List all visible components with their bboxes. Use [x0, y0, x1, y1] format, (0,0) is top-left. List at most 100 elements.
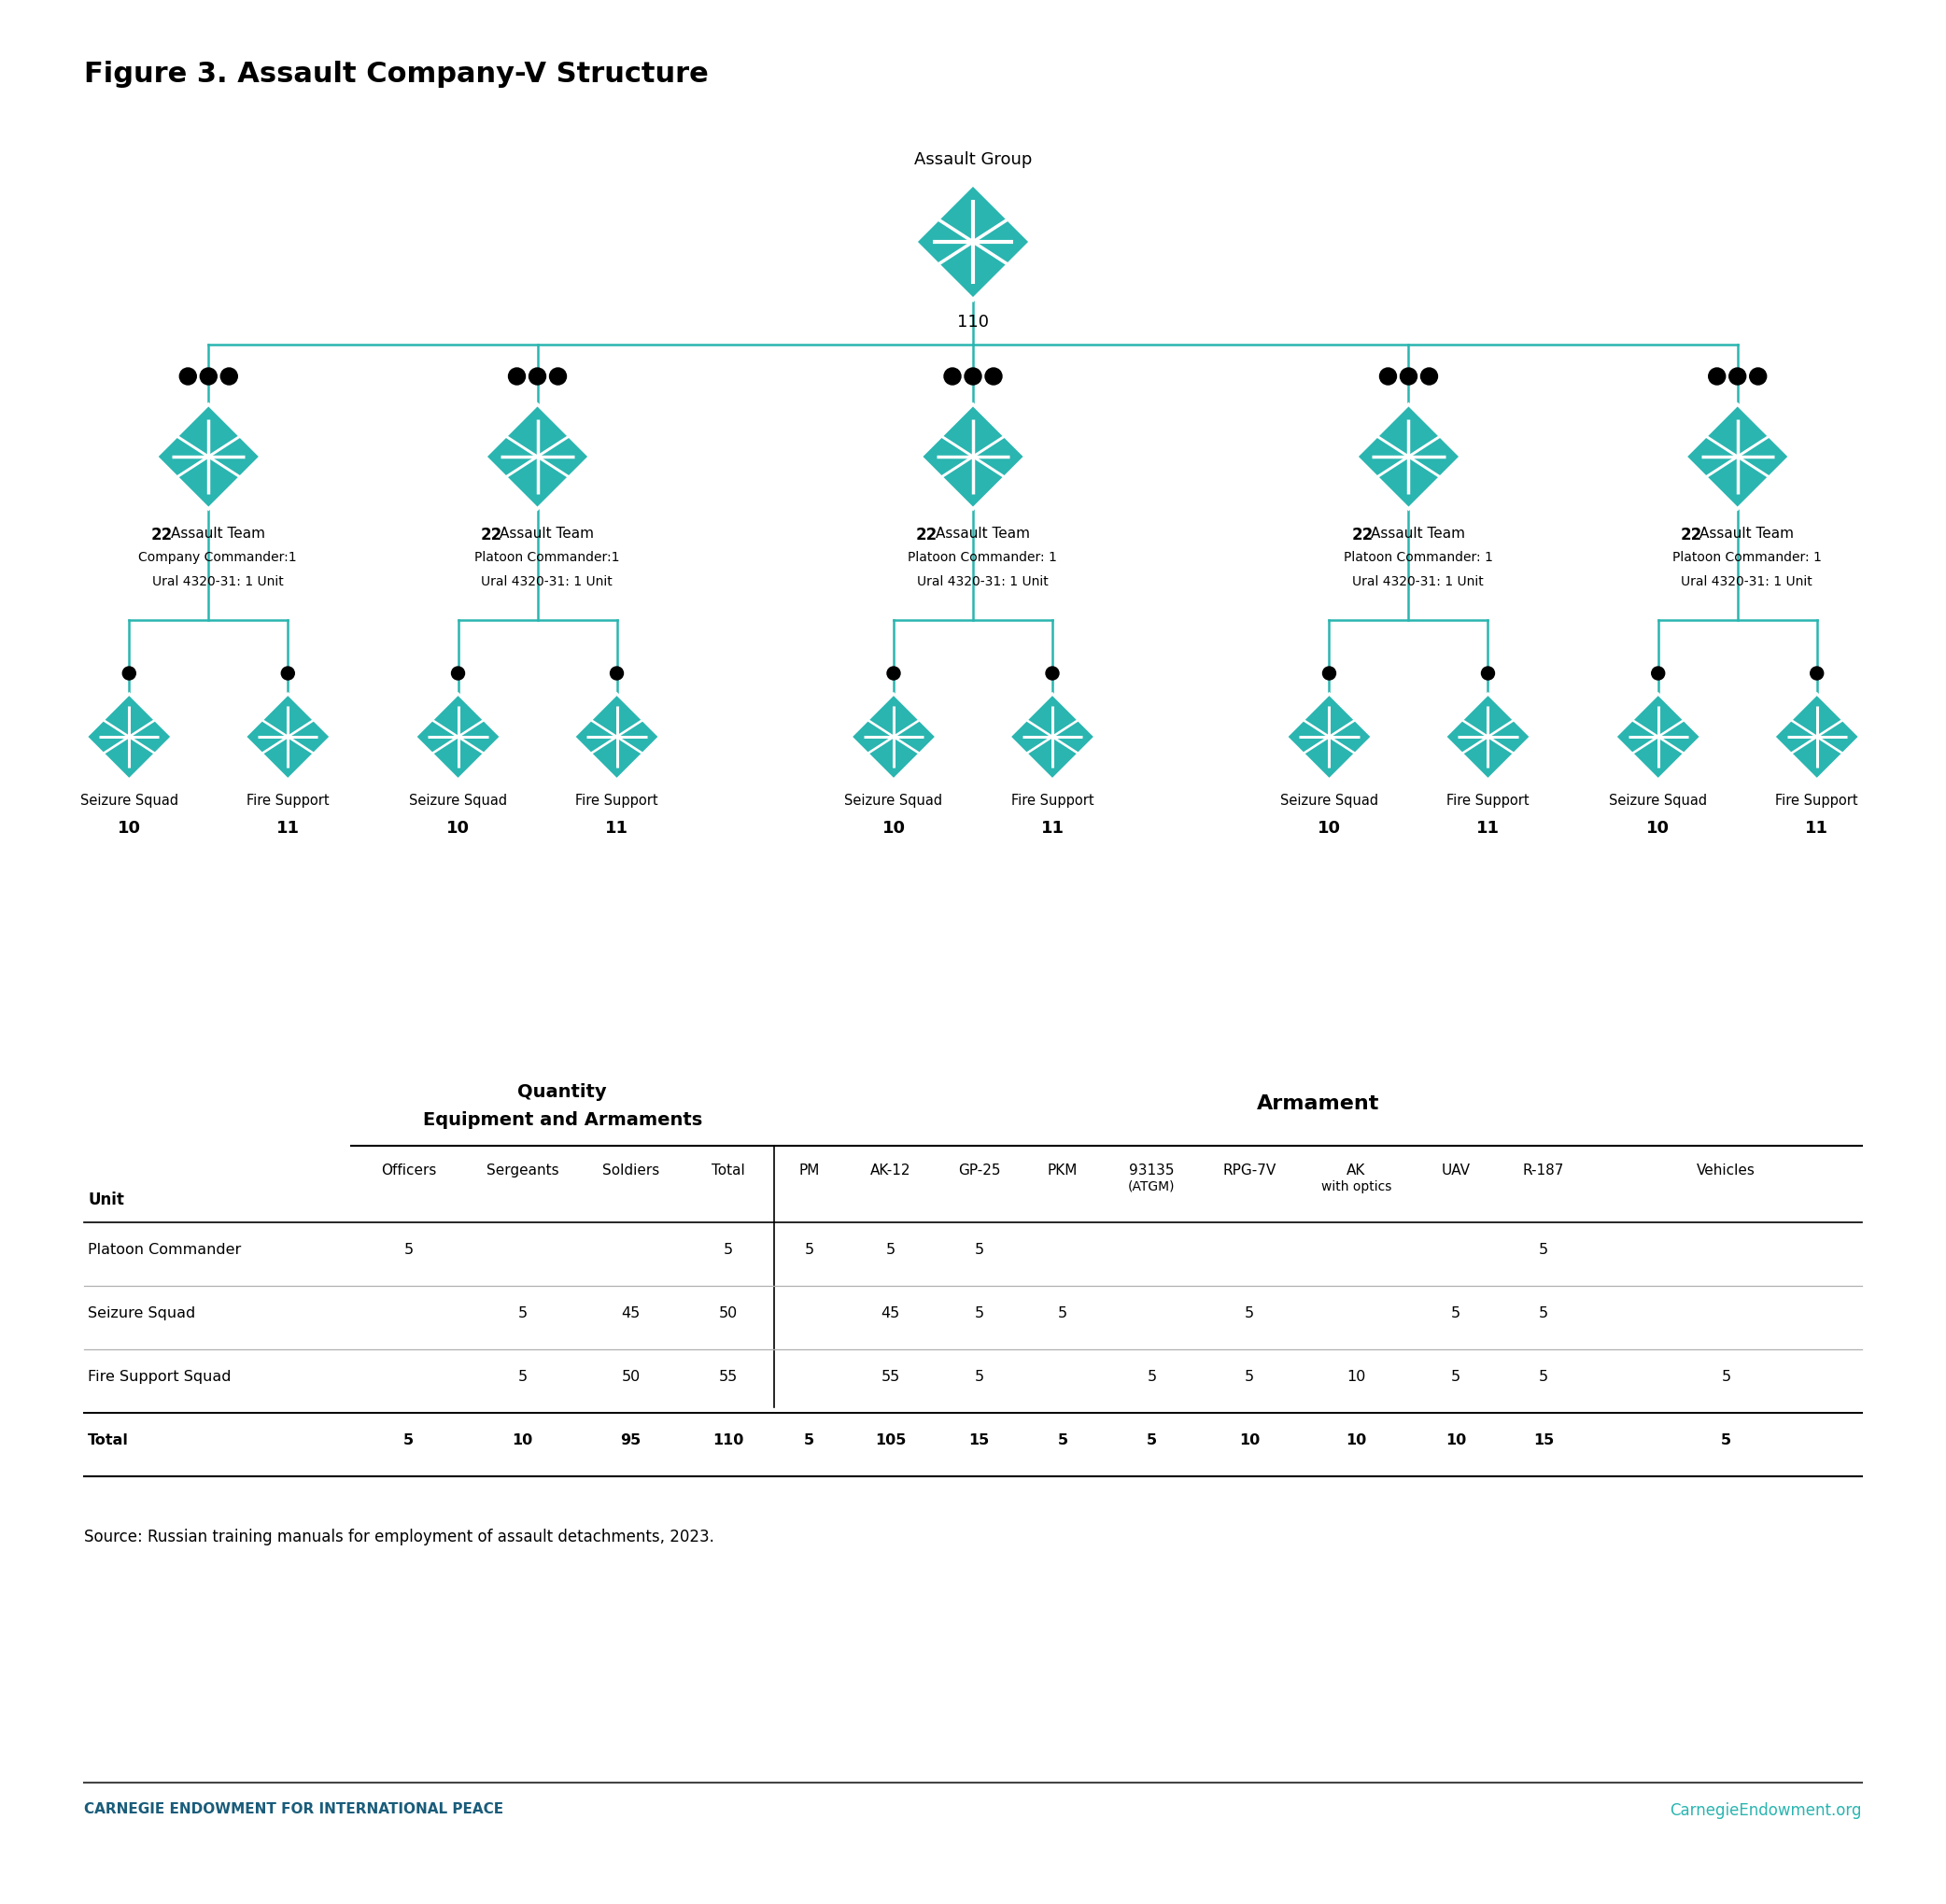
Text: Officers: Officers	[381, 1163, 436, 1177]
Text: 5: 5	[975, 1369, 985, 1382]
Polygon shape	[156, 406, 261, 510]
Text: 5: 5	[1539, 1241, 1549, 1257]
Text: with optics: with optics	[1321, 1180, 1391, 1192]
Text: 15: 15	[969, 1432, 991, 1447]
Text: Company Commander:1: Company Commander:1	[138, 550, 298, 564]
Circle shape	[282, 666, 294, 680]
Text: Assault Team: Assault Team	[500, 526, 594, 541]
Text: 11: 11	[1806, 819, 1829, 836]
Text: Assault Team: Assault Team	[936, 526, 1029, 541]
Text: 5: 5	[1720, 1369, 1730, 1382]
Text: 10: 10	[1240, 1432, 1259, 1447]
Text: PM: PM	[800, 1163, 819, 1177]
Text: 5: 5	[1452, 1369, 1460, 1382]
Circle shape	[529, 369, 545, 385]
Text: 10: 10	[882, 819, 905, 836]
Text: 5: 5	[403, 1432, 414, 1447]
Text: Sergeants: Sergeants	[486, 1163, 559, 1177]
Circle shape	[1749, 369, 1767, 385]
Text: 5: 5	[975, 1241, 985, 1257]
Text: 93135: 93135	[1129, 1163, 1173, 1177]
Text: 5: 5	[1539, 1306, 1549, 1319]
Text: 10: 10	[1317, 819, 1341, 836]
Text: Figure 3. Assault Company-V Structure: Figure 3. Assault Company-V Structure	[84, 61, 708, 88]
Text: Armament: Armament	[1257, 1095, 1380, 1112]
Polygon shape	[86, 695, 171, 781]
Text: 5: 5	[1720, 1432, 1732, 1447]
Text: (ATGM): (ATGM)	[1129, 1180, 1175, 1192]
Circle shape	[179, 369, 197, 385]
Text: 5: 5	[724, 1241, 734, 1257]
Circle shape	[887, 666, 901, 680]
Text: Soldiers: Soldiers	[601, 1163, 660, 1177]
Polygon shape	[920, 406, 1026, 510]
Text: 45: 45	[882, 1306, 899, 1319]
Circle shape	[985, 369, 1002, 385]
Text: RPG-7V: RPG-7V	[1222, 1163, 1277, 1177]
Text: 10: 10	[117, 819, 140, 836]
Text: 5: 5	[1146, 1432, 1156, 1447]
Text: 15: 15	[1533, 1432, 1555, 1447]
Text: 5: 5	[403, 1241, 413, 1257]
Circle shape	[200, 369, 216, 385]
Text: 22: 22	[1679, 526, 1703, 543]
Text: 22: 22	[152, 526, 173, 543]
Text: 22: 22	[917, 526, 938, 543]
Text: 95: 95	[621, 1432, 640, 1447]
Text: 5: 5	[804, 1432, 815, 1447]
Text: 55: 55	[720, 1369, 738, 1382]
Text: Assault Group: Assault Group	[915, 150, 1031, 168]
Circle shape	[611, 666, 623, 680]
Text: Assault Team: Assault Team	[171, 526, 265, 541]
Circle shape	[1380, 369, 1397, 385]
Text: Fire Support: Fire Support	[1012, 794, 1094, 807]
Text: Fire Support Squad: Fire Support Squad	[88, 1369, 232, 1382]
Text: 11: 11	[1041, 819, 1064, 836]
Polygon shape	[414, 695, 500, 781]
Polygon shape	[915, 185, 1031, 301]
Text: Total: Total	[712, 1163, 745, 1177]
Circle shape	[1045, 666, 1059, 680]
Text: UAV: UAV	[1442, 1163, 1469, 1177]
Text: 5: 5	[1539, 1369, 1549, 1382]
Circle shape	[1652, 666, 1664, 680]
Circle shape	[1730, 369, 1746, 385]
Text: 5: 5	[1452, 1306, 1460, 1319]
Text: Fire Support: Fire Support	[247, 794, 329, 807]
Text: 10: 10	[1347, 1432, 1366, 1447]
Polygon shape	[1286, 695, 1372, 781]
Text: Platoon Commander: 1: Platoon Commander: 1	[1672, 550, 1821, 564]
Text: AK-12: AK-12	[870, 1163, 911, 1177]
Text: 11: 11	[276, 819, 300, 836]
Text: Seizure Squad: Seizure Squad	[80, 794, 179, 807]
Text: 10: 10	[1446, 1432, 1465, 1447]
Text: Source: Russian training manuals for employment of assault detachments, 2023.: Source: Russian training manuals for emp…	[84, 1527, 714, 1544]
Text: Seizure Squad: Seizure Squad	[1280, 794, 1378, 807]
Text: Assault Team: Assault Team	[1370, 526, 1465, 541]
Text: 105: 105	[876, 1432, 907, 1447]
Circle shape	[220, 369, 237, 385]
Text: 5: 5	[1057, 1432, 1068, 1447]
Circle shape	[1421, 369, 1438, 385]
Text: 10: 10	[1646, 819, 1670, 836]
Text: Quantity: Quantity	[518, 1083, 607, 1101]
Text: Ural 4320-31: 1 Unit: Ural 4320-31: 1 Unit	[1352, 575, 1483, 588]
Text: Seizure Squad: Seizure Squad	[845, 794, 942, 807]
Text: Platoon Commander: 1: Platoon Commander: 1	[1343, 550, 1493, 564]
Polygon shape	[1356, 406, 1461, 510]
Circle shape	[1810, 666, 1823, 680]
Text: Platoon Commander: 1: Platoon Commander: 1	[907, 550, 1057, 564]
Polygon shape	[574, 695, 660, 781]
Text: PKM: PKM	[1047, 1163, 1078, 1177]
Text: 5: 5	[1146, 1369, 1156, 1382]
Text: 5: 5	[1059, 1306, 1068, 1319]
Text: 110: 110	[712, 1432, 743, 1447]
Circle shape	[123, 666, 136, 680]
Circle shape	[1481, 666, 1495, 680]
Text: 5: 5	[518, 1306, 527, 1319]
Circle shape	[965, 369, 981, 385]
Text: 45: 45	[621, 1306, 640, 1319]
Text: Equipment and Armaments: Equipment and Armaments	[422, 1110, 703, 1129]
Circle shape	[508, 369, 525, 385]
Circle shape	[1709, 369, 1726, 385]
